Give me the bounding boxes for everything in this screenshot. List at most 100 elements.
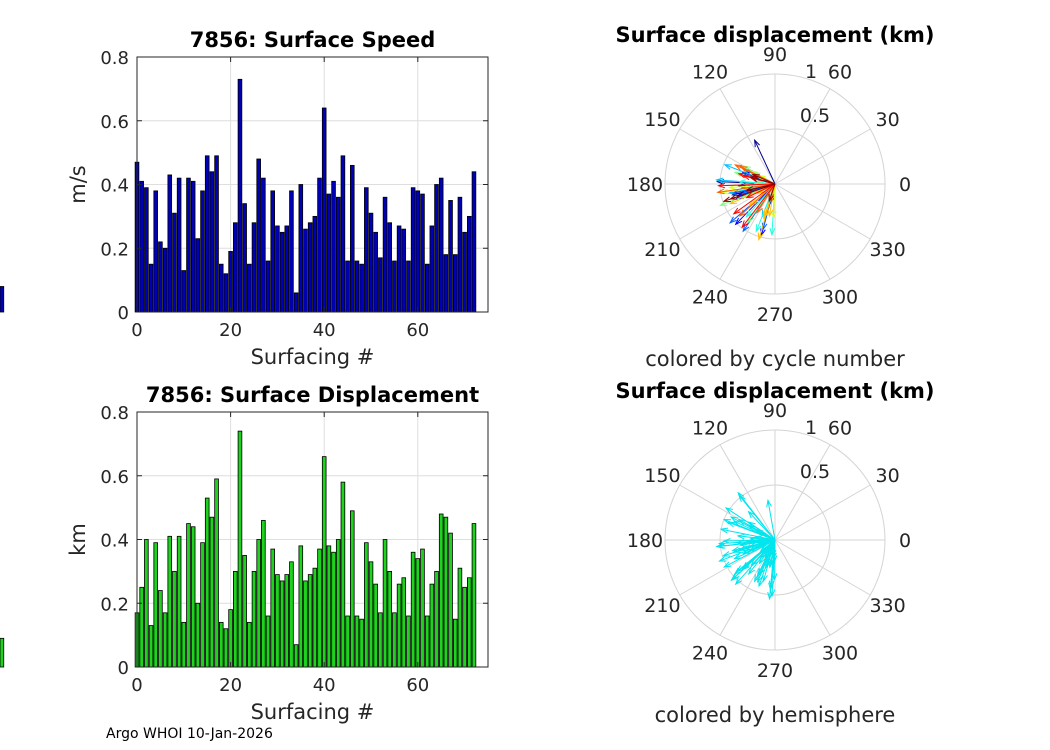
displacement-bar (233, 570, 238, 668)
polar-hemi-arrowhead (726, 521, 736, 528)
displacement-bar (298, 545, 304, 668)
polar-cycle-arrowhead (751, 173, 760, 180)
polar-hemi-arrowhead (724, 507, 733, 514)
displacement-bar (144, 539, 149, 668)
displacement-bar (457, 567, 463, 668)
speed-bar (345, 260, 350, 313)
polar-cycle-arrowhead (740, 189, 750, 195)
displacement-bar (462, 586, 467, 668)
speed-bar (396, 225, 402, 313)
speed-bar (247, 263, 252, 313)
polar-cycle-arrow (733, 183, 776, 215)
speed-bar (176, 177, 182, 313)
speed-bar (448, 200, 453, 313)
polar-cycle-arrowhead (732, 207, 741, 215)
speed-bar (387, 222, 392, 313)
displacement-bar (284, 574, 290, 668)
polar-cycle-arrowhead (717, 182, 726, 189)
displacement-bar (467, 577, 472, 668)
polar-cycle-angle-label: 300 (822, 287, 858, 309)
polar-hemi-angle-label: 240 (692, 643, 728, 665)
polar-hemi-arrowhead (715, 542, 724, 549)
polar-cycle-arrowhead (761, 222, 768, 232)
displacement-bar (228, 609, 233, 668)
displacement-bar (261, 519, 266, 668)
speed-bar (228, 251, 233, 313)
displacement-bar (167, 535, 173, 668)
polar-hemi-angle-label: 330 (869, 595, 905, 617)
polar-cycle-arrowhead (741, 220, 749, 229)
polar-hemi-chart: 0 30 60 90 120 150 180 210 240 270 300 330 0.5 1 Surfa… (615, 379, 934, 727)
polar-hemi-arrow (766, 539, 776, 566)
polar-cycle-spoke (774, 88, 831, 185)
speed-ytick-label: 0 (118, 303, 129, 324)
polar-cycle-arrow (768, 183, 776, 202)
speed-ytick-label: 0.6 (100, 112, 129, 133)
displacement-bar (406, 615, 411, 668)
polar-cycle-angle-label: 120 (692, 61, 728, 83)
polar-hemi-rtick-label: 1 (805, 417, 817, 439)
displacement-bar (275, 574, 280, 668)
polar-cycle-angle-label: 240 (692, 287, 728, 309)
polar-hemi-angle-label: 270 (757, 660, 793, 682)
polar-cycle-arrowhead (722, 196, 731, 202)
displacement-bar (172, 570, 177, 668)
polar-hemi-arrowhead (736, 533, 745, 540)
polar-hemi-arrowhead (730, 573, 739, 582)
speed-xtick-label: 40 (313, 320, 336, 341)
speed-bar (331, 180, 336, 313)
polar-cycle-angle-label: 30 (875, 109, 899, 131)
polar-cycle-arrow (746, 183, 776, 191)
polar-cycle-arrow (739, 183, 776, 217)
polar-cycle-arrow (735, 183, 776, 225)
displacement-bar (162, 612, 168, 668)
polar-cycle-spoke (774, 183, 871, 240)
polar-hemi-arrowhead (745, 538, 755, 544)
displacement-bar (340, 481, 346, 668)
polar-cycle-arrowhead (754, 138, 760, 148)
speed-bar (307, 222, 313, 313)
displacement-bar (148, 625, 154, 668)
polar-hemi-arrow (728, 521, 776, 541)
polar-cycle-angle-label: 180 (627, 174, 663, 196)
polar-cycle-arrowhead (770, 210, 777, 220)
speed-bar (415, 190, 421, 313)
polar-hemi-rtick-label: 0.5 (800, 461, 830, 483)
polar-cycle-arrowhead (767, 209, 774, 218)
polar-hemi-angle-label: 150 (644, 465, 680, 487)
speed-bar (457, 196, 463, 313)
displacement-bar (368, 561, 374, 668)
polar-hemi-arrowhead (718, 556, 727, 562)
speed-bar (158, 241, 163, 313)
speed-bar (270, 190, 275, 313)
polar-hemi-arrowhead (737, 491, 745, 500)
polar-cycle-arrowhead (733, 164, 743, 171)
polar-hemi-arrow (719, 539, 776, 562)
polar-hemi-arrowhead (747, 525, 756, 532)
polar-cycle-angle-label: 150 (644, 109, 680, 131)
speed-bar (312, 215, 318, 313)
displacement-bar (359, 618, 364, 668)
speed-bar (242, 203, 247, 313)
polar-cycle-arrowhead (716, 188, 725, 195)
displacement-title: 7856: Surface Displacement (146, 383, 479, 407)
polar-cycle-arrowhead (756, 205, 763, 214)
polar-cycle-arrowhead (745, 192, 754, 199)
polar-hemi-arrowhead (719, 527, 729, 534)
polar-hemi-spoke (774, 539, 871, 596)
polar-cycle-arrowhead (757, 232, 764, 241)
polar-hemi-arrowhead (741, 561, 750, 570)
polar-hemi-arrow (725, 507, 776, 541)
displacement-bar (415, 558, 421, 668)
speed-bar (172, 212, 177, 313)
polar-cycle-rtick-label: 1 (805, 61, 817, 83)
displacement-bar (392, 612, 397, 668)
polar-cycle-arrowhead (723, 164, 732, 170)
displacement-xtick-label: 60 (406, 675, 429, 696)
polar-cycle-angle-label: 210 (644, 239, 680, 261)
polar-hemi-arrow (767, 500, 776, 541)
displacement-bar (350, 510, 355, 668)
polar-cycle-arrowhead (763, 209, 770, 219)
speed-bar (195, 238, 201, 313)
displacement-bar (321, 456, 327, 668)
